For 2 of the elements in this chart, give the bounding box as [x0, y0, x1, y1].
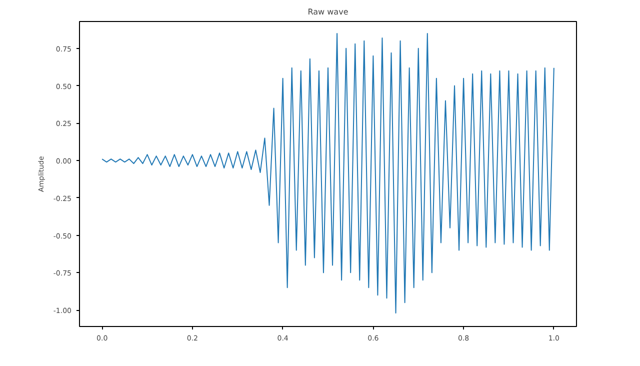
chart-title: Raw wave: [308, 8, 348, 16]
line-series: [102, 32, 554, 314]
